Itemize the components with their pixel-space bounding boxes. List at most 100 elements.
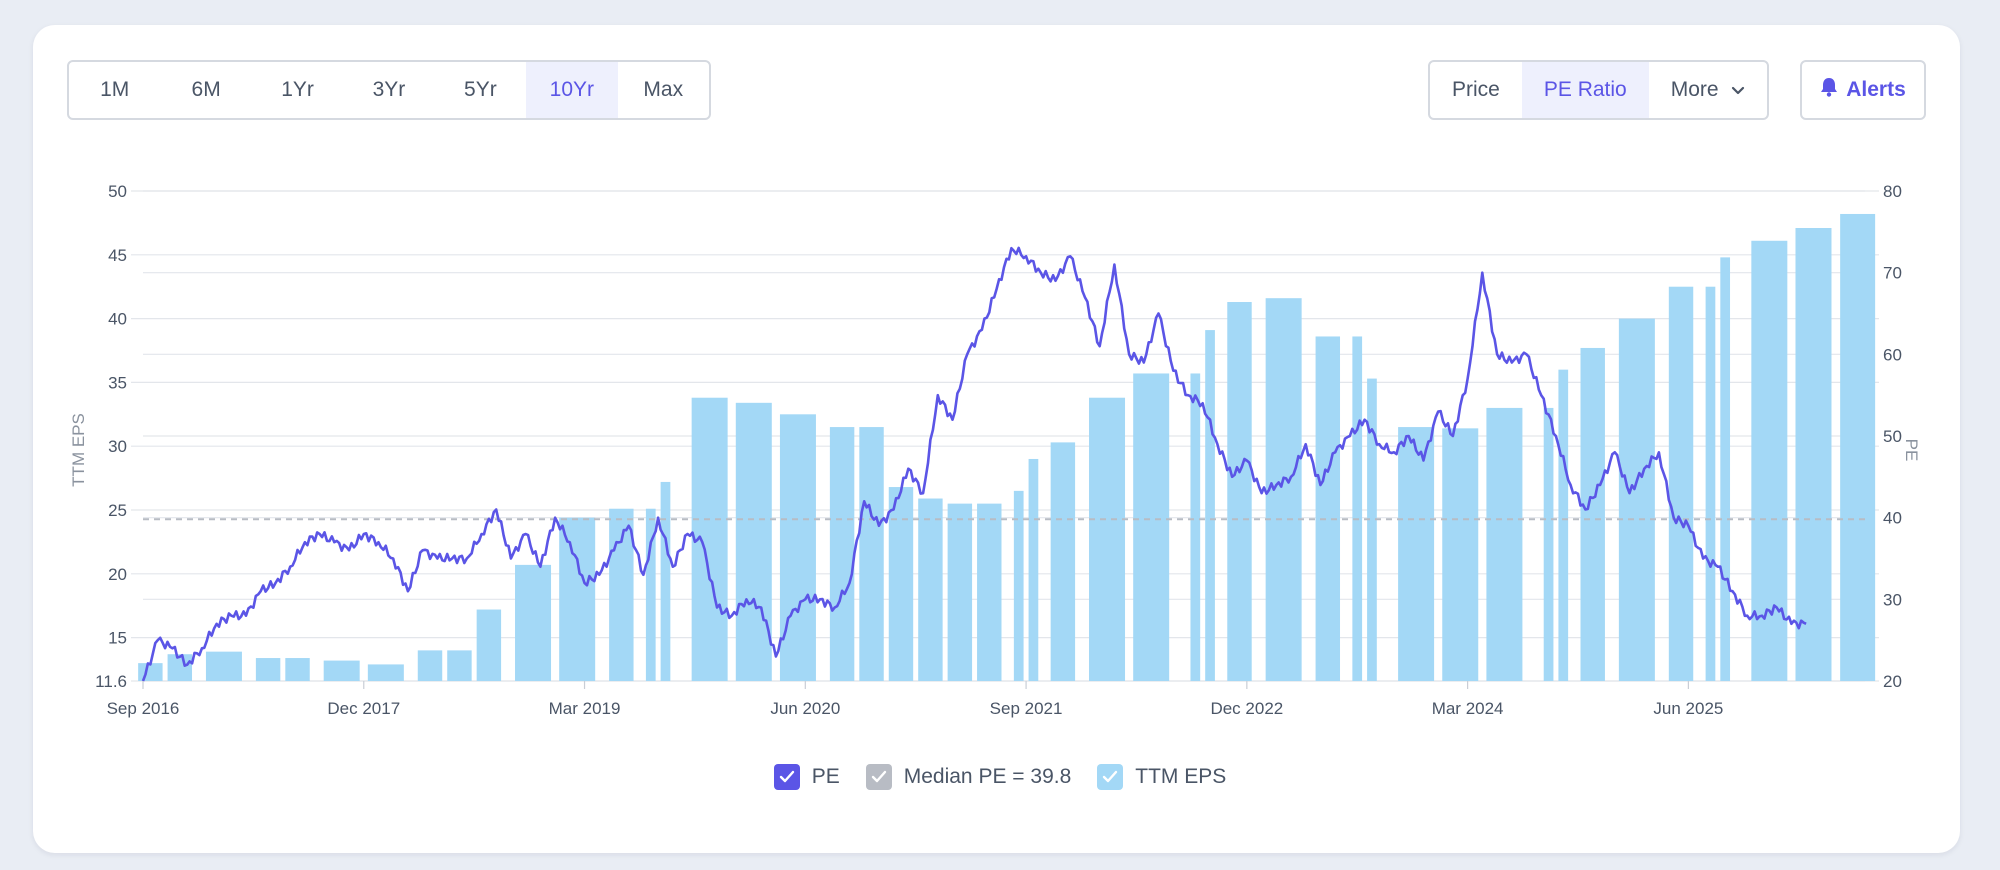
range-tab-5yr[interactable]: 5Yr — [464, 78, 497, 101]
eps-bar — [1668, 286, 1694, 681]
axes: 50 45 40 35 30 25 20 15 11.6 80 70 60 50 40 30 20 Sep 20… — [69, 182, 1921, 718]
range-tab-6m[interactable]: 6M — [191, 78, 221, 101]
x-tick-label: Jun 2020 — [770, 699, 840, 718]
x-tick-label: Sep 2021 — [990, 699, 1063, 718]
eps-bar — [1558, 369, 1569, 681]
eps-bar — [779, 414, 816, 681]
left-tick-label: 25 — [108, 501, 127, 520]
x-tick-label: Dec 2017 — [327, 699, 400, 718]
eps-bar — [447, 650, 472, 681]
x-tick-label: Mar 2024 — [1432, 699, 1504, 718]
eps-bar — [1795, 228, 1832, 682]
eps-bar — [1190, 373, 1201, 681]
range-tab-10yr[interactable]: 10Yr — [526, 62, 618, 118]
eps-bar — [1486, 407, 1523, 681]
view-tab-price[interactable]: Price — [1452, 78, 1500, 101]
left-tick-label: 20 — [108, 565, 127, 584]
checkbox-checked-icon — [865, 764, 892, 790]
range-tab-max[interactable]: Max — [643, 78, 684, 101]
x-tick-label: Mar 2019 — [549, 699, 621, 718]
more-label: More — [1670, 78, 1719, 101]
pe-series-line — [141, 246, 1807, 682]
eps-bars — [138, 213, 1876, 682]
legend-item-pe[interactable]: PE — [773, 764, 840, 790]
eps-bar — [1442, 428, 1479, 681]
right-tick-label: 50 — [1883, 427, 1902, 446]
left-tick-label: 40 — [108, 310, 127, 329]
view-selector: Price PE Ratio More — [1428, 60, 1769, 120]
eps-bar — [1133, 373, 1170, 681]
right-tick-label: 70 — [1883, 264, 1902, 283]
eps-bar — [323, 660, 360, 681]
eps-bar — [1705, 286, 1716, 681]
right-tick-label: 40 — [1883, 509, 1902, 528]
eps-bar — [1315, 336, 1341, 681]
eps-bar — [476, 609, 502, 681]
view-tab-pe-ratio[interactable]: PE Ratio — [1521, 62, 1649, 118]
eps-bar — [609, 508, 634, 681]
eps-bar — [417, 650, 443, 681]
eps-bar — [285, 658, 310, 681]
eps-bar — [735, 402, 772, 681]
eps-bar — [1398, 427, 1435, 681]
chart-legend: PE Median PE = 39.8 TTM EPS — [0, 760, 2000, 794]
eps-bar — [1367, 378, 1377, 681]
eps-bar — [1543, 407, 1554, 681]
right-tick-label: 30 — [1883, 590, 1902, 609]
range-tab-3yr[interactable]: 3Yr — [372, 78, 406, 101]
pe-line — [141, 246, 1807, 682]
range-tab-1yr[interactable]: 1Yr — [281, 78, 314, 101]
legend-item-eps[interactable]: TTM EPS — [1097, 764, 1226, 790]
eps-bar — [1227, 302, 1252, 681]
left-tick-label: 45 — [108, 246, 127, 265]
left-axis-title: TTM EPS — [69, 413, 88, 487]
x-tick-label: Jun 2025 — [1653, 699, 1723, 718]
eps-bar — [1352, 336, 1363, 681]
checkbox-checked-icon — [773, 764, 800, 790]
eps-bar — [1265, 298, 1302, 681]
right-axis-title: PE — [1902, 439, 1921, 462]
eps-bar — [1580, 347, 1605, 681]
eps-bar — [1720, 257, 1731, 681]
right-tick-label: 80 — [1883, 182, 1902, 201]
legend-label-median: Median PE = 39.8 — [903, 765, 1072, 788]
eps-bar — [645, 508, 656, 681]
left-tick-label: 11.6 — [95, 672, 127, 691]
eps-bar — [660, 481, 671, 681]
eps-bar — [255, 658, 281, 681]
left-tick-label: 15 — [108, 629, 127, 648]
left-tick-label: 30 — [108, 437, 127, 456]
eps-bar — [888, 487, 914, 681]
eps-bar — [138, 663, 163, 681]
eps-bar — [1089, 397, 1126, 681]
eps-bar — [1618, 318, 1655, 681]
range-selector: 1M 6M 1Yr 3Yr 5Yr 10Yr Max — [67, 60, 711, 120]
left-tick-label: 35 — [108, 373, 127, 392]
checkbox-checked-icon — [1097, 764, 1124, 790]
chevron-down-icon — [1731, 78, 1745, 102]
eps-bar — [829, 427, 855, 681]
eps-bar — [515, 564, 552, 681]
alerts-button[interactable]: Alerts — [1800, 60, 1926, 120]
alerts-label: Alerts — [1846, 78, 1906, 101]
eps-bar — [918, 498, 943, 681]
eps-bar — [1050, 442, 1076, 681]
legend-item-median[interactable]: Median PE = 39.8 — [865, 764, 1072, 790]
right-tick-label: 20 — [1883, 672, 1902, 691]
eps-bar — [205, 651, 242, 681]
legend-label-pe: PE — [811, 765, 840, 788]
x-tick-label: Dec 2022 — [1210, 699, 1283, 718]
range-tab-1m[interactable]: 1M — [100, 78, 130, 101]
view-tab-more[interactable]: More — [1649, 62, 1767, 118]
eps-bar — [1013, 490, 1024, 681]
eps-bar — [367, 664, 404, 681]
legend-label-eps: TTM EPS — [1135, 765, 1227, 788]
eps-bar — [977, 503, 1002, 681]
eps-bar — [559, 517, 596, 681]
x-tick-label: Sep 2016 — [107, 699, 180, 718]
eps-bar — [1840, 213, 1876, 681]
eps-bar — [167, 654, 193, 681]
eps-bar — [1205, 330, 1215, 681]
right-tick-label: 60 — [1883, 345, 1902, 364]
